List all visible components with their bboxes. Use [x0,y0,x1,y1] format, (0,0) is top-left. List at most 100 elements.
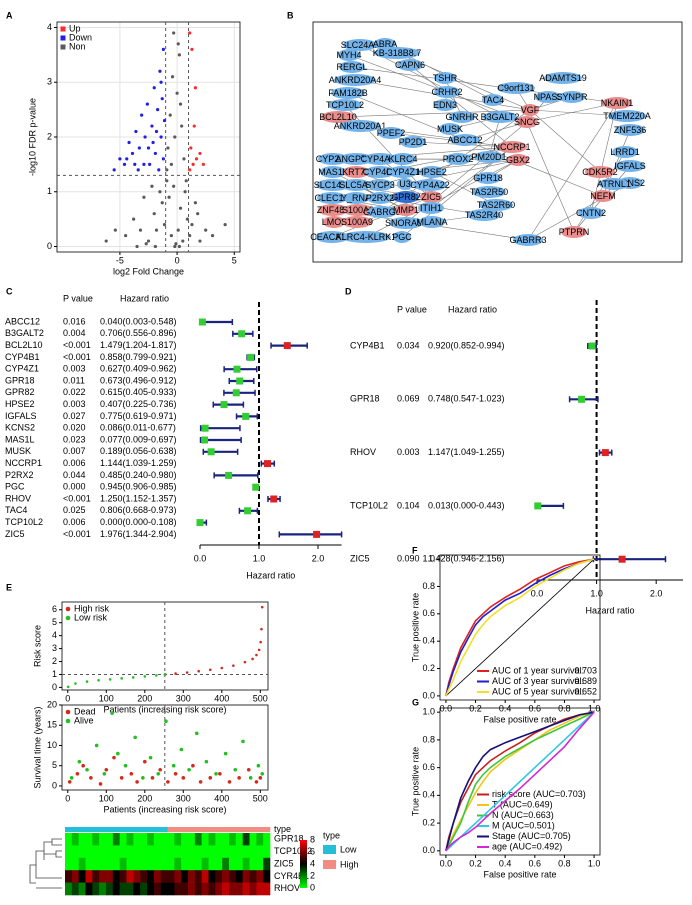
node-label: SYCP3 [365,180,395,190]
point [254,780,259,784]
point [112,168,116,172]
hazard-box [601,449,609,457]
network-node [367,192,393,204]
point [260,627,263,631]
heatmap-cell [188,857,196,871]
network-node [389,217,423,229]
node-label: SLC24A5 [341,40,380,50]
hr-label: 0.040(0.003-0.548) [100,316,177,326]
hazard-box [196,519,204,527]
network-node [328,99,362,111]
node-label: GBX2 [506,155,530,165]
network-node [445,153,471,165]
node-label: PTPRN [559,227,590,237]
heatmap-cell [201,857,209,871]
heatmap-cell [112,857,120,871]
heatmap-cell [229,882,237,896]
x-axis-label: Hazard ratio [585,605,634,615]
heatmap-cell [126,870,134,883]
hazard-box [220,401,228,409]
y-tick-label: 1.0 [422,553,435,563]
point [163,673,167,676]
row-name: NCCRP1 [5,458,42,468]
legend-marker [65,718,71,724]
heatmap-cell [112,870,120,883]
point [120,677,123,680]
point [142,759,147,764]
heatmap-cell [126,857,134,871]
node-label: ZNF488 [317,205,350,215]
heatmap-cell [235,833,243,846]
node-label: ZIC5 [421,192,441,202]
x-axis-label: False positive rate [483,869,556,879]
hazard-box [233,365,241,373]
node-label: BCL2L10 [319,112,357,122]
heatmap-cell [71,870,79,883]
point [169,233,173,238]
p-value: 0.022 [63,387,86,397]
hr-label: 0.485(0.240-0.980) [100,470,177,480]
type-cell [229,827,237,832]
column-header: P value [397,304,427,314]
point [223,223,227,227]
heatmap-cell [99,882,107,896]
node-label: GABRG3 [363,207,401,217]
point [119,776,124,780]
row-name: CYP4B1 [350,340,385,350]
x-tick-label: 400 [214,693,229,703]
point [162,118,167,123]
heatmap-cell [65,845,73,859]
network-node [339,120,381,132]
point [188,168,192,172]
node-label: HPSE2 [417,167,447,177]
heatmap-cell [153,870,161,883]
heatmap-cell [174,870,182,883]
hazard-box [270,495,278,503]
row-name: CYP4B1 [5,352,40,362]
point [150,124,154,128]
hr-label: 0.945(0.906-0.985) [100,482,177,492]
heatmap-cell [208,857,216,871]
point [136,168,140,172]
heatmap-cell [181,857,189,871]
node-label: CYP4B1 [363,167,398,177]
point [248,776,253,780]
hr-label: 0.189(0.056-0.638) [100,446,177,456]
point [162,223,167,227]
point [161,47,165,51]
x-tick-label: 1.0 [253,553,266,563]
heatmap-cell [215,870,223,883]
p-value: 0.003 [397,447,420,457]
type-cell [78,827,86,832]
node-label: TAC4 [482,95,504,105]
node-label: SNORA80 [385,218,427,228]
node-label: P2RX2 [366,193,395,203]
p-value: 0.023 [63,434,86,444]
heatmap-cell [71,857,79,871]
network-node [474,151,504,163]
point [67,780,72,784]
type-cell [263,827,271,832]
hazard-box [247,353,255,361]
heatmap-cell [256,857,264,871]
legend-label: M (AUC=0.501) [492,820,555,830]
p-value: 0.006 [63,517,86,527]
point [85,680,89,683]
heatmap-cell [78,857,86,871]
node-label: ANKRD20A1 [334,121,387,131]
network-node [475,172,501,184]
point [176,42,180,46]
point [146,146,151,150]
type-cell [194,827,202,832]
x-tick-label: 0 [175,255,180,265]
heatmap-cell [188,833,196,846]
point [161,157,165,161]
network-node [343,166,369,178]
type-cell [119,827,127,832]
network-node [342,216,372,228]
type-cell [256,827,264,832]
heatmap-cell [133,857,141,871]
point [138,228,143,232]
heatmap-cell [222,857,230,871]
